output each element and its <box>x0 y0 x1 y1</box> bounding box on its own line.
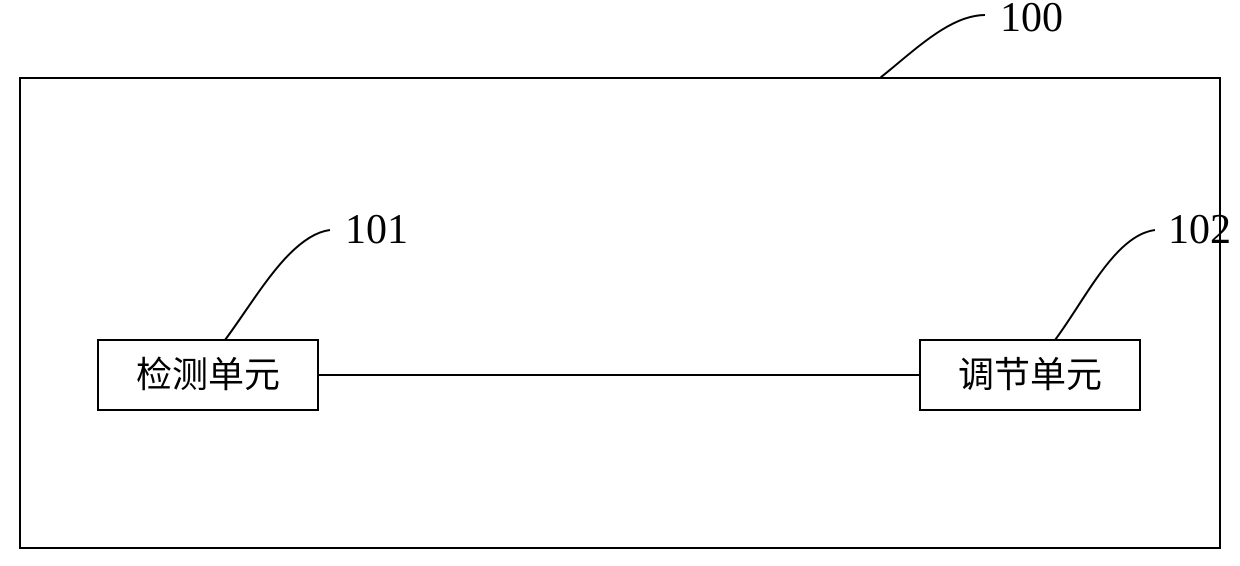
block-detect-label: 检测单元 <box>136 355 280 395</box>
ref-label-detect: 101 <box>345 207 408 253</box>
ref-label-outer: 100 <box>1000 0 1063 41</box>
leader-outer <box>880 15 985 78</box>
leader-detect <box>225 230 330 340</box>
leader-adjust <box>1055 230 1155 340</box>
block-diagram: 100 检测单元 101 调节单元 102 <box>0 0 1240 566</box>
outer-box <box>20 78 1220 548</box>
ref-label-adjust: 102 <box>1168 207 1231 253</box>
block-adjust-label: 调节单元 <box>958 355 1102 395</box>
